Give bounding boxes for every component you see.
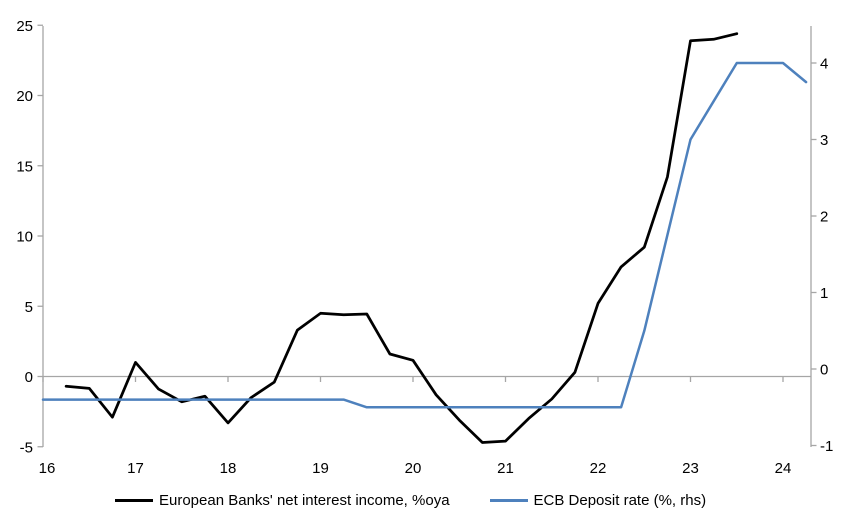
legend-item-ecb-deposit-rate: ECB Deposit rate (%, rhs) xyxy=(489,492,707,509)
blue-line-swatch-icon xyxy=(489,499,528,502)
series-line-net-interest-income xyxy=(64,32,739,444)
right-axis-tick-label: 1 xyxy=(820,285,828,302)
right-axis-tick-label: 2 xyxy=(820,209,828,226)
x-axis-tick-label: 21 xyxy=(497,460,514,477)
black-line-swatch-icon xyxy=(115,499,153,502)
chart-legend: European Banks' net interest income, %oy… xyxy=(115,492,706,509)
legend-item-net-interest-income: European Banks' net interest income, %oy… xyxy=(115,492,450,509)
x-axis-tick-label: 23 xyxy=(682,460,699,477)
left-axis-tick-label: 10 xyxy=(16,229,33,246)
left-axis-tick-label: -5 xyxy=(20,439,33,456)
right-axis-tick-label: 0 xyxy=(820,362,828,379)
right-axis-tick-label: -1 xyxy=(820,438,833,455)
legend-label: ECB Deposit rate (%, rhs) xyxy=(533,492,707,509)
left-axis-tick-label: 5 xyxy=(25,299,33,316)
x-axis-tick-label: 24 xyxy=(775,460,792,477)
x-axis-tick-label: 22 xyxy=(590,460,607,477)
x-axis-tick-label: 20 xyxy=(405,460,422,477)
x-axis-tick-label: 19 xyxy=(312,460,329,477)
x-axis-tick-label: 18 xyxy=(220,460,237,477)
series-line-ecb-deposit-rate xyxy=(41,61,808,409)
left-axis-tick-label: 15 xyxy=(16,158,33,175)
left-axis-tick-label: 0 xyxy=(25,369,33,386)
x-axis-tick-label: 16 xyxy=(39,460,56,477)
right-axis-tick-label: 4 xyxy=(820,56,828,73)
left-axis-tick-label: 20 xyxy=(16,88,33,105)
legend-label: European Banks' net interest income, %oy… xyxy=(159,492,450,509)
x-axis-tick-label: 17 xyxy=(127,460,144,477)
left-axis-tick-label: 25 xyxy=(16,18,33,35)
right-axis-tick-label: 3 xyxy=(820,132,828,149)
